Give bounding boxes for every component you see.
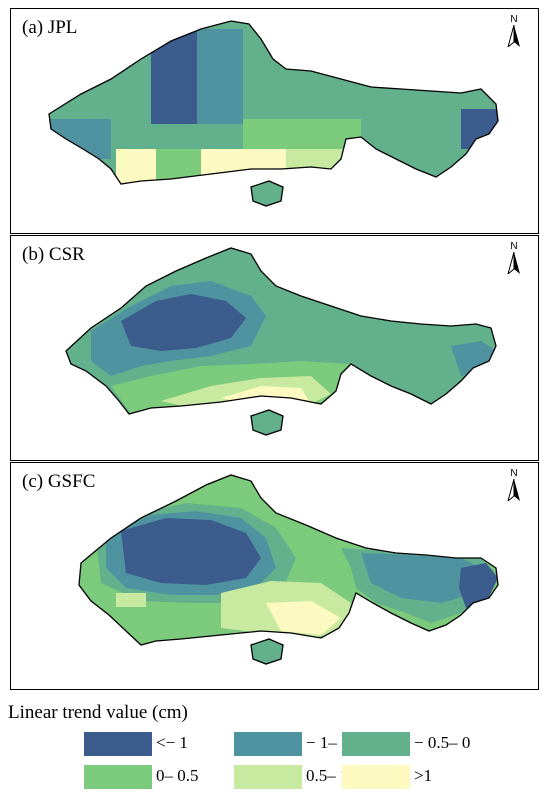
panel-title: (a) JPL: [22, 17, 78, 38]
map-cell-0-05: [156, 149, 201, 184]
legend-swatch: [84, 765, 152, 789]
legend-label: 0.5– 1: [306, 766, 349, 785]
map-cell-gt1: [201, 149, 286, 184]
region-boundary: [78, 474, 499, 646]
map-cell-lt-neg1: [461, 109, 498, 149]
north-arrow-icon: N: [504, 469, 524, 506]
legend-label: <− 1: [156, 733, 188, 752]
map-cell-lt-neg1: [151, 29, 197, 124]
legend-title: Linear trend value (cm): [8, 702, 188, 723]
map-cell-neg1-neg05: [361, 553, 491, 603]
map-cell-05-1: [286, 149, 361, 179]
map-cell-gt1: [116, 149, 156, 184]
csr-trend-map: [65, 247, 497, 436]
gsfc-trend-map: [78, 474, 499, 665]
north-letter: N: [510, 14, 518, 25]
map-panel-csr: (b) CSR N: [10, 235, 539, 461]
map-panel-gsfc: (c) GSFC N: [10, 462, 539, 690]
north-letter: N: [510, 241, 518, 252]
jpl-trend-map: [48, 20, 499, 207]
legend-swatch: [234, 765, 302, 789]
legend-label: − 0.5– 0: [414, 733, 471, 752]
north-arrow-icon: N: [504, 15, 524, 52]
map-cell-neg1-neg05: [197, 29, 243, 124]
basin-enclave: [250, 638, 284, 665]
basin-enclave: [250, 409, 284, 436]
legend-label: 0– 0.5: [156, 766, 199, 785]
map-cell-lt-neg1: [121, 294, 246, 351]
legend-swatch: [342, 765, 410, 789]
map-panel-jpl: (a) JPL N: [10, 8, 539, 234]
legend-label: >1: [414, 766, 433, 785]
region-boundary: [65, 247, 497, 415]
north-arrow-icon: N: [504, 242, 524, 279]
panel-title: (c) GSFC: [22, 471, 96, 492]
map-cell-neg1-neg05: [451, 341, 496, 376]
map-cell-0-05: [243, 119, 361, 154]
region-boundary: [48, 20, 499, 185]
north-letter: N: [510, 468, 518, 479]
map-cell-lt-neg1: [121, 518, 261, 585]
legend-swatch: [84, 732, 152, 756]
map-cell-gt1: [266, 601, 341, 635]
legend-swatch: [342, 732, 410, 756]
basin-enclave: [250, 180, 284, 207]
panel-title: (b) CSR: [22, 244, 85, 265]
map-cell-lt-neg1: [459, 563, 498, 608]
map-cell-neg1-neg05: [49, 119, 111, 159]
map-cell-05-1: [116, 593, 146, 607]
legend-swatch: [234, 732, 302, 756]
